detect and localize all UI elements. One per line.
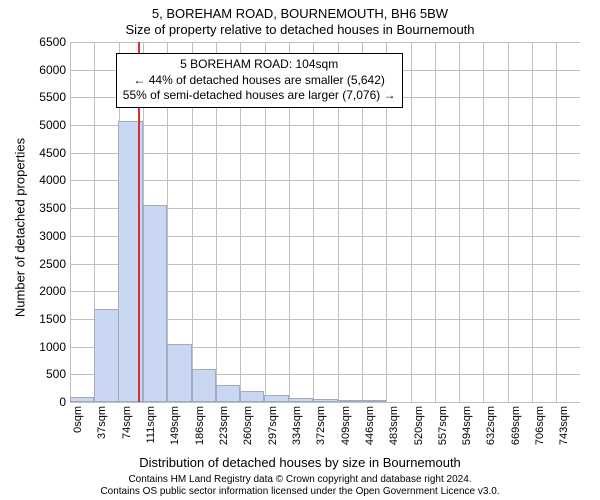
chart-title: 5, BOREHAM ROAD, BOURNEMOUTH, BH6 5BW — [0, 6, 600, 21]
y-axis-ticks: 0500100015002000250030003500400045005000… — [0, 42, 66, 402]
xtick-label: 260sqm — [242, 406, 254, 456]
ytick-label: 5500 — [6, 90, 66, 104]
xtick-label: 149sqm — [169, 406, 181, 456]
histogram-bar — [216, 385, 240, 402]
xtick-label: 557sqm — [437, 406, 449, 456]
ytick-label: 2000 — [6, 284, 66, 298]
annotation-line-3: 55% of semi-detached houses are larger (… — [123, 88, 396, 104]
annotation-line-2: ← 44% of detached houses are smaller (5,… — [123, 73, 396, 89]
annotation-box: 5 BOREHAM ROAD: 104sqm← 44% of detached … — [116, 53, 403, 108]
ytick-label: 6500 — [6, 35, 66, 49]
xtick-label: 297sqm — [267, 406, 279, 456]
histogram-bar — [192, 369, 216, 402]
footer-line-1: Contains HM Land Registry data © Crown c… — [0, 474, 600, 486]
xtick-label: 594sqm — [461, 406, 473, 456]
xtick-label: 0sqm — [72, 406, 84, 456]
histogram-bar — [143, 205, 167, 402]
footer-line-2: Contains OS public sector information li… — [0, 486, 600, 498]
x-axis-label: Distribution of detached houses by size … — [0, 455, 600, 470]
xtick-label: 632sqm — [485, 406, 497, 456]
xtick-label: 446sqm — [364, 406, 376, 456]
gridline-h — [70, 125, 580, 126]
gridline-v — [556, 42, 557, 402]
plot-area: 5 BOREHAM ROAD: 104sqm← 44% of detached … — [70, 42, 580, 402]
xtick-label: 74sqm — [121, 406, 133, 456]
gridline-v — [459, 42, 460, 402]
ytick-label: 4000 — [6, 173, 66, 187]
chart-container: 5, BOREHAM ROAD, BOURNEMOUTH, BH6 5BW Si… — [0, 0, 600, 500]
xtick-label: 743sqm — [558, 406, 570, 456]
chart-subtitle: Size of property relative to detached ho… — [0, 22, 600, 37]
xtick-label: 520sqm — [413, 406, 425, 456]
xtick-label: 706sqm — [534, 406, 546, 456]
histogram-bar — [167, 344, 191, 402]
histogram-bar — [94, 309, 118, 402]
xtick-label: 186sqm — [194, 406, 206, 456]
annotation-line-1: 5 BOREHAM ROAD: 104sqm — [123, 57, 396, 73]
x-axis-ticks: 0sqm37sqm74sqm111sqm149sqm186sqm223sqm26… — [70, 402, 580, 452]
ytick-label: 1500 — [6, 312, 66, 326]
xtick-label: 334sqm — [291, 406, 303, 456]
xtick-label: 223sqm — [218, 406, 230, 456]
xtick-label: 669sqm — [510, 406, 522, 456]
gridline-h — [70, 153, 580, 154]
histogram-bar — [264, 395, 288, 402]
ytick-label: 1000 — [6, 340, 66, 354]
xtick-label: 409sqm — [340, 406, 352, 456]
xtick-label: 37sqm — [96, 406, 108, 456]
gridline-v — [70, 42, 71, 402]
ytick-label: 500 — [6, 367, 66, 381]
xtick-label: 483sqm — [388, 406, 400, 456]
gridline-h — [70, 42, 580, 43]
gridline-v — [435, 42, 436, 402]
ytick-label: 6000 — [6, 63, 66, 77]
gridline-v — [508, 42, 509, 402]
xtick-label: 372sqm — [315, 406, 327, 456]
ytick-label: 2500 — [6, 257, 66, 271]
histogram-bar — [240, 391, 264, 402]
ytick-label: 0 — [6, 395, 66, 409]
gridline-v — [532, 42, 533, 402]
gridline-v — [411, 42, 412, 402]
ytick-label: 4500 — [6, 146, 66, 160]
gridline-v — [483, 42, 484, 402]
gridline-h — [70, 180, 580, 181]
footer-attribution: Contains HM Land Registry data © Crown c… — [0, 474, 600, 498]
ytick-label: 3500 — [6, 201, 66, 215]
ytick-label: 3000 — [6, 229, 66, 243]
ytick-label: 5000 — [6, 118, 66, 132]
xtick-label: 111sqm — [145, 406, 157, 456]
